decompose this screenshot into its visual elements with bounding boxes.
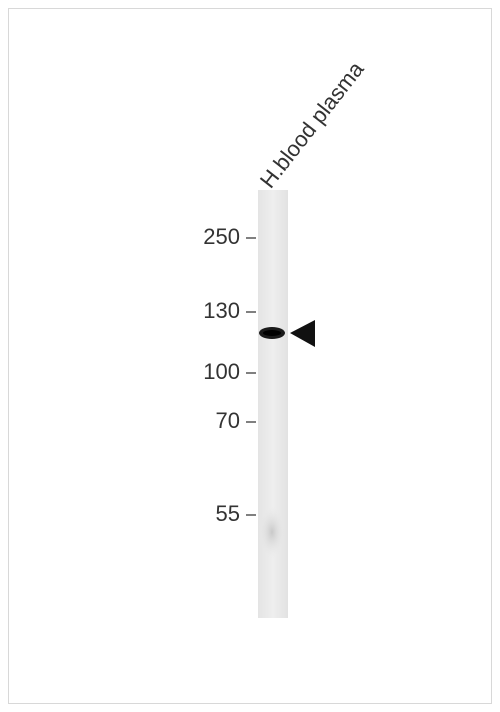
- frame: [9, 9, 492, 704]
- smear: [259, 506, 285, 558]
- band-core: [263, 330, 281, 336]
- marker-label: 250: [203, 224, 240, 249]
- marker-label: 55: [216, 501, 240, 526]
- marker-label: 130: [203, 298, 240, 323]
- marker-label: 100: [203, 359, 240, 384]
- marker-label: 70: [216, 408, 240, 433]
- blot-figure: H.blood plasma 250 130 100 70 55: [0, 0, 500, 712]
